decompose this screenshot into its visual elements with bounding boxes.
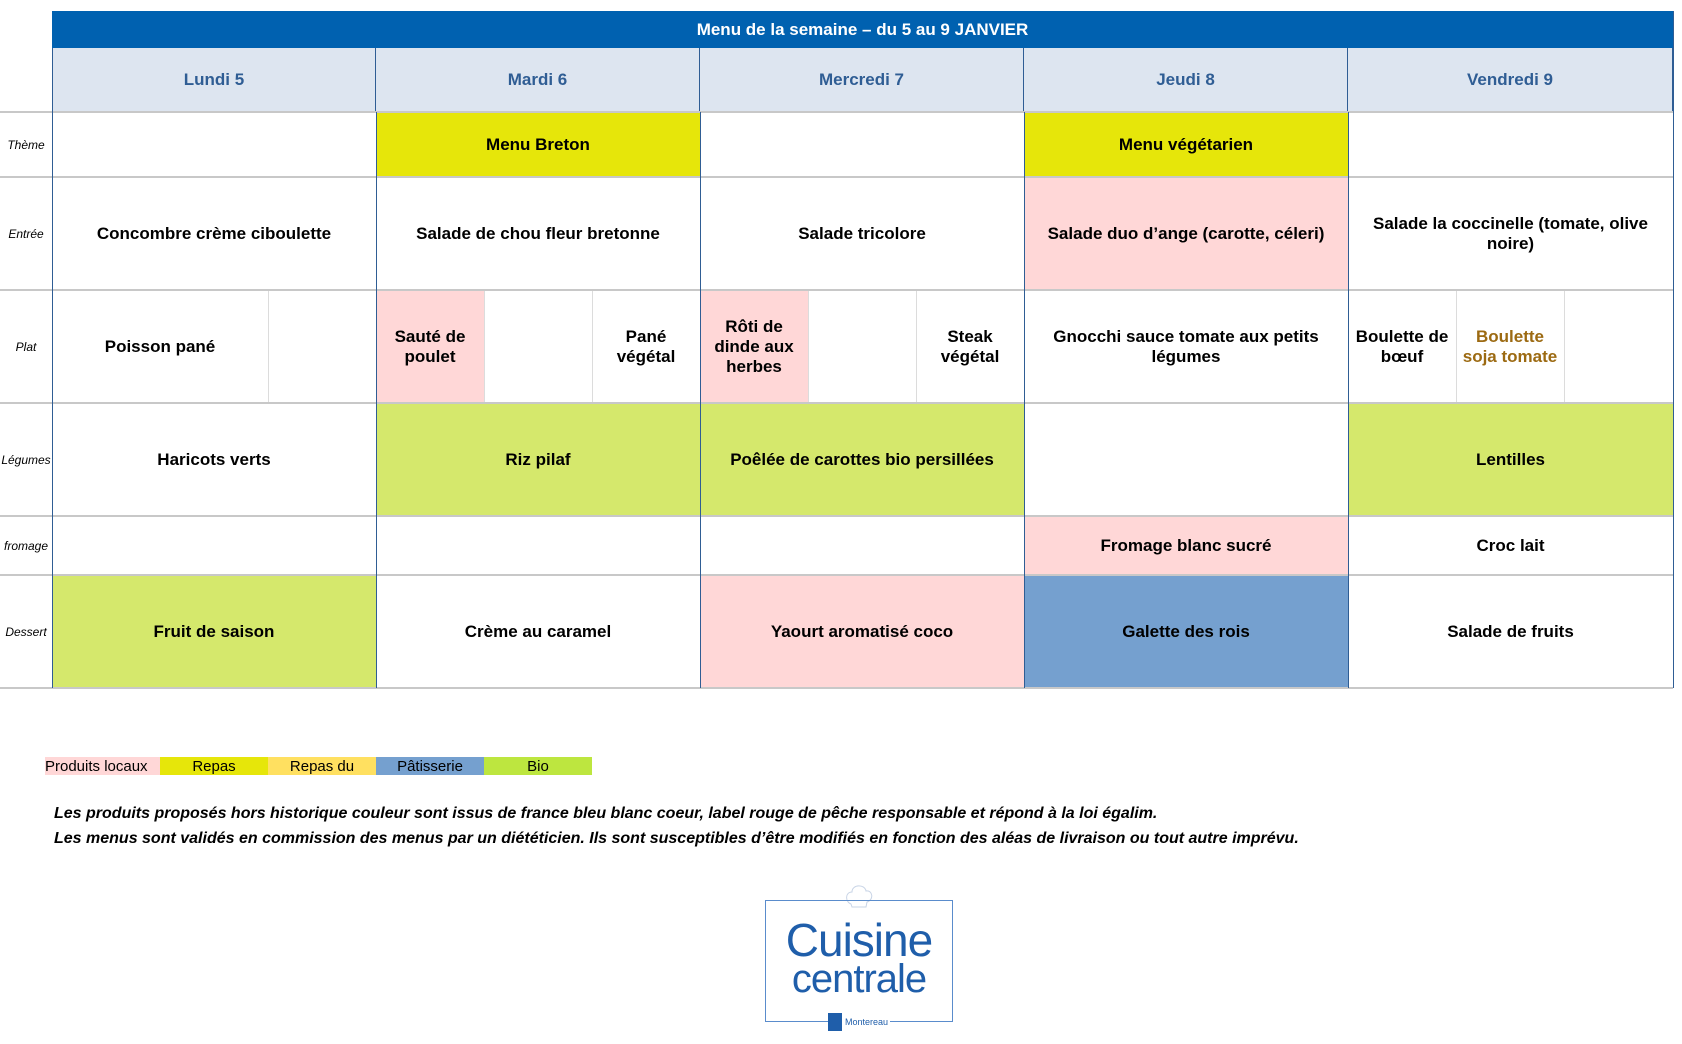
- row-label-entree: Entrée: [8, 226, 44, 241]
- dessert-lundi: Fruit de saison: [52, 575, 376, 688]
- menu-title: Menu de la semaine – du 5 au 9 JANVIER: [52, 11, 1673, 48]
- fromage-vendredi: Croc lait: [1476, 535, 1545, 555]
- grid-line: [0, 515, 1673, 517]
- grid-line: [1348, 112, 1349, 688]
- dessert-jeudi: Galette des rois: [1024, 575, 1348, 688]
- entree-mercredi: Salade tricolore: [798, 223, 926, 243]
- plat-mardi-2: [484, 290, 592, 403]
- legumes-mardi: Riz pilaf: [376, 403, 700, 516]
- theme-mardi: Menu Breton: [376, 112, 700, 177]
- day-header-jeudi: Jeudi 8: [1024, 48, 1348, 112]
- note-origine-produits: Les produits proposés hors historique co…: [54, 805, 1158, 822]
- fromage-jeudi: Fromage blanc sucré: [1024, 516, 1348, 575]
- row-label-dessert: Dessert: [5, 624, 47, 639]
- logo-line-1: Cuisine: [785, 914, 933, 966]
- day-header-vendredi: Vendredi 9: [1348, 48, 1673, 112]
- logo-line-2: centrale: [791, 957, 927, 1001]
- grid-line: [700, 112, 701, 688]
- plat-mardi-3: Pané végétal: [616, 326, 676, 366]
- fromage-mardi: [376, 516, 700, 575]
- grid-line: [1564, 291, 1565, 402]
- plat-mercredi-2: [808, 290, 916, 403]
- entree-jeudi: Salade duo d’ange (carotte, céleri): [1024, 177, 1348, 290]
- grid-line: [268, 291, 269, 402]
- legend-bio: Bio: [484, 757, 592, 775]
- grid-line: [0, 574, 1673, 576]
- grid-line: [0, 176, 1673, 178]
- row-label-legumes: Légumes: [1, 452, 51, 467]
- entree-lundi: Concombre crème ciboulette: [96, 223, 332, 243]
- day-header-mardi: Mardi 6: [376, 48, 700, 112]
- row-label-theme: Thème: [7, 137, 45, 152]
- theme-mercredi: [700, 112, 1024, 177]
- grid-line: [808, 291, 809, 402]
- plat-mardi-1: Sauté de poulet: [376, 290, 484, 403]
- plat-lundi-1: Poisson pané: [104, 336, 216, 356]
- note-validation-menus: Les menus sont validés en commission des…: [54, 830, 1299, 847]
- legend-patisserie: Pâtisserie: [376, 757, 484, 775]
- plat-vendredi-3: [1564, 290, 1673, 403]
- grid-line: [0, 402, 1673, 404]
- logo-montereau: Montereau: [828, 1012, 890, 1032]
- legend-repas-du: Repas du: [268, 757, 376, 775]
- legumes-vendredi: Lentilles: [1348, 403, 1673, 516]
- grid-line: [1456, 291, 1457, 402]
- entree-vendredi: Salade la coccinelle (tomate, olive noir…: [1373, 213, 1648, 253]
- grid-line: [0, 687, 1673, 689]
- plat-jeudi: Gnocchi sauce tomate aux petits légumes: [1053, 326, 1319, 366]
- plat-lundi-2: [268, 290, 376, 403]
- theme-jeudi: Menu végétarien: [1024, 112, 1348, 177]
- grid-line: [52, 48, 53, 688]
- legumes-mercredi: Poêlée de carottes bio persillées: [700, 403, 1024, 516]
- fromage-mercredi: [700, 516, 1024, 575]
- plat-mercredi-1: Rôti de dinde aux herbes: [700, 290, 808, 403]
- row-label-plat: Plat: [15, 339, 37, 354]
- grid-line: [592, 291, 593, 402]
- plat-vendredi-1: Boulette de bœuf: [1355, 326, 1449, 366]
- grid-line: [0, 111, 1673, 113]
- legumes-jeudi: [1024, 403, 1348, 516]
- row-label-fromage: fromage: [3, 538, 49, 553]
- theme-lundi: [52, 112, 376, 177]
- legumes-lundi: Haricots verts: [157, 449, 271, 469]
- grid-line: [1673, 11, 1674, 688]
- grid-line: [1024, 112, 1025, 688]
- legend-produits-locaux: Produits locaux: [45, 757, 160, 775]
- grid-line: [0, 289, 1673, 291]
- theme-vendredi: [1348, 112, 1673, 177]
- dessert-mercredi: Yaourt aromatisé coco: [700, 575, 1024, 688]
- logo-sub-text: Montereau: [845, 1017, 889, 1027]
- legend-repas: Repas: [160, 757, 268, 775]
- entree-mardi: Salade de chou fleur bretonne: [416, 223, 660, 243]
- grid-line: [484, 291, 485, 402]
- plat-mercredi-3: Steak végétal: [940, 326, 1000, 366]
- coat-of-arms-icon: [828, 1013, 842, 1031]
- day-header-mercredi: Mercredi 7: [700, 48, 1024, 112]
- grid-line: [376, 112, 377, 688]
- day-header-lundi: Lundi 5: [52, 48, 376, 112]
- fromage-lundi: [52, 516, 376, 575]
- dessert-vendredi: Salade de fruits: [1447, 621, 1574, 641]
- plat-vendredi-2: Boulette soja tomate: [1462, 326, 1558, 366]
- dessert-mardi: Crème au caramel: [464, 621, 612, 641]
- grid-line: [916, 291, 917, 402]
